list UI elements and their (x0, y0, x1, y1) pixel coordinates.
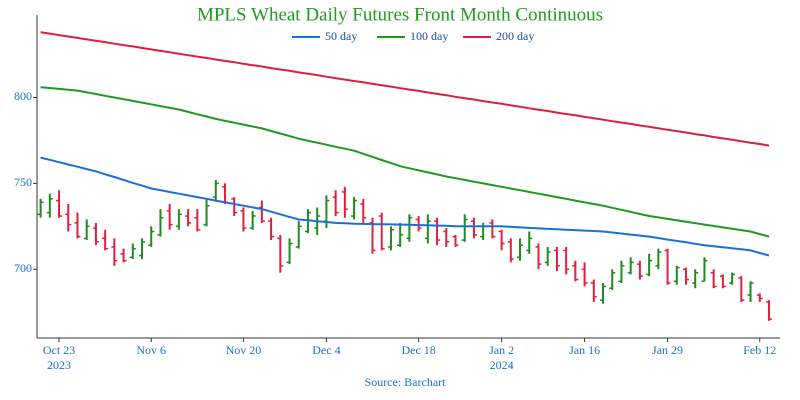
ohlc-bar (461, 214, 468, 242)
ohlc-bar (406, 214, 413, 242)
x-tick-label: Dec 18 (401, 343, 435, 357)
ohlc-bar (664, 248, 671, 285)
ohlc-bar (139, 238, 146, 259)
legend-item: 200 day (463, 29, 534, 43)
ohlc-bar (443, 228, 450, 247)
ohlc-bar (286, 238, 293, 265)
ohlc-bar (498, 229, 505, 251)
ohlc-bar (341, 186, 348, 218)
ohlc-bar (387, 226, 394, 251)
ohlc-bar (581, 262, 588, 287)
ohlc-bar (544, 246, 551, 266)
x-tick-label: Dec 4 (312, 343, 340, 357)
ohlc-bar (185, 209, 192, 227)
ohlc-bar (111, 238, 118, 266)
ohlc-bar (166, 203, 173, 230)
y-tick-label: 800 (14, 89, 32, 103)
ohlc-bar (609, 269, 616, 290)
chart-title: MPLS Wheat Daily Futures Front Month Con… (197, 4, 603, 25)
ohlc-bar (92, 222, 99, 246)
ohlc-bar (129, 243, 136, 259)
ohlc-bar (517, 238, 524, 261)
x-tick-label: Jan 16 (569, 343, 600, 357)
ohlc-bar (277, 234, 284, 273)
x-tick-label: Nov 20 (226, 343, 262, 357)
ohlc-bar (600, 283, 607, 304)
ohlc-bar (683, 267, 689, 285)
ohlc-bar (46, 193, 53, 218)
ohlc-bar (295, 221, 302, 249)
legend-item: 100 day (377, 29, 448, 43)
ma-line (40, 86, 770, 238)
ohlc-bar (434, 217, 441, 246)
ohlc-bar (710, 269, 717, 289)
ma-line (40, 31, 770, 147)
ohlc-bar (756, 293, 763, 302)
ohlc-bar (738, 276, 745, 302)
ohlc-bar (590, 279, 597, 302)
legend-label: 100 day (410, 29, 448, 43)
ohlc-bar (212, 179, 219, 201)
ohlc-bar (424, 214, 431, 244)
ohlc-bar (765, 300, 772, 321)
x-tick-label: Jan 2 2024 (489, 343, 514, 372)
ohlc-bar (415, 216, 422, 232)
ohlc-bar (729, 272, 736, 285)
x-tick-label: Jan 29 (652, 343, 683, 357)
ohlc-bar (692, 269, 699, 289)
ohlc-bar (37, 198, 44, 218)
ohlc-bar (175, 209, 182, 230)
ohlc-bar (120, 248, 127, 263)
ohlc-bar (553, 246, 560, 271)
ohlc-bar (351, 197, 358, 220)
ohlc-bar (526, 231, 533, 254)
ohlc-bar (646, 253, 653, 277)
ohlc-bar (572, 260, 579, 282)
ohlc-bar (627, 257, 634, 275)
ohlc-bar (194, 209, 201, 232)
legend-label: 200 day (496, 29, 534, 43)
ohlc-bar (83, 219, 90, 241)
ohlc-bar (332, 190, 339, 217)
y-tick-label: 750 (14, 175, 32, 189)
ohlc-bar (507, 238, 514, 263)
ohlc-bar (452, 234, 459, 247)
ohlc-bar (563, 246, 570, 275)
ohlc-bar (102, 229, 109, 251)
ohlc-bar (378, 212, 385, 251)
ohlc-bar (231, 197, 238, 217)
ohlc-bar (360, 198, 367, 223)
ohlc-bar (636, 260, 643, 280)
ma-line (40, 156, 770, 257)
x-tick-label: Nov 6 (136, 343, 166, 357)
ohlc-bar (249, 210, 256, 230)
ohlc-bar (258, 200, 265, 223)
ohlc-bar (268, 217, 275, 241)
ohlc-bar (489, 219, 496, 239)
ohlc-bar (719, 274, 726, 289)
ohlc-bar (56, 190, 63, 218)
source-note: Source: Barchart (365, 375, 447, 389)
ohlc-bar (397, 222, 404, 247)
x-tick-label: Oct 23 2023 (43, 343, 75, 372)
ohlc-bar (240, 207, 247, 232)
ohlc-bar (148, 226, 155, 247)
ohlc-bar (157, 209, 164, 237)
ohlc-bar (673, 265, 680, 285)
legend-item: 50 day (292, 29, 357, 43)
y-tick-label: 700 (14, 261, 32, 275)
ohlc-bar (701, 257, 708, 283)
ohlc-bar (470, 217, 477, 239)
ohlc-bar (65, 203, 72, 232)
legend-label: 50 day (325, 29, 357, 43)
x-tick-label: Feb 12 (743, 343, 776, 357)
ohlc-bar (747, 281, 754, 302)
ohlc-bar (618, 260, 625, 284)
ohlc-bar (535, 243, 542, 270)
ohlc-bar (655, 248, 662, 270)
ohlc-bar (203, 198, 210, 227)
ohlc-bar (74, 212, 81, 239)
